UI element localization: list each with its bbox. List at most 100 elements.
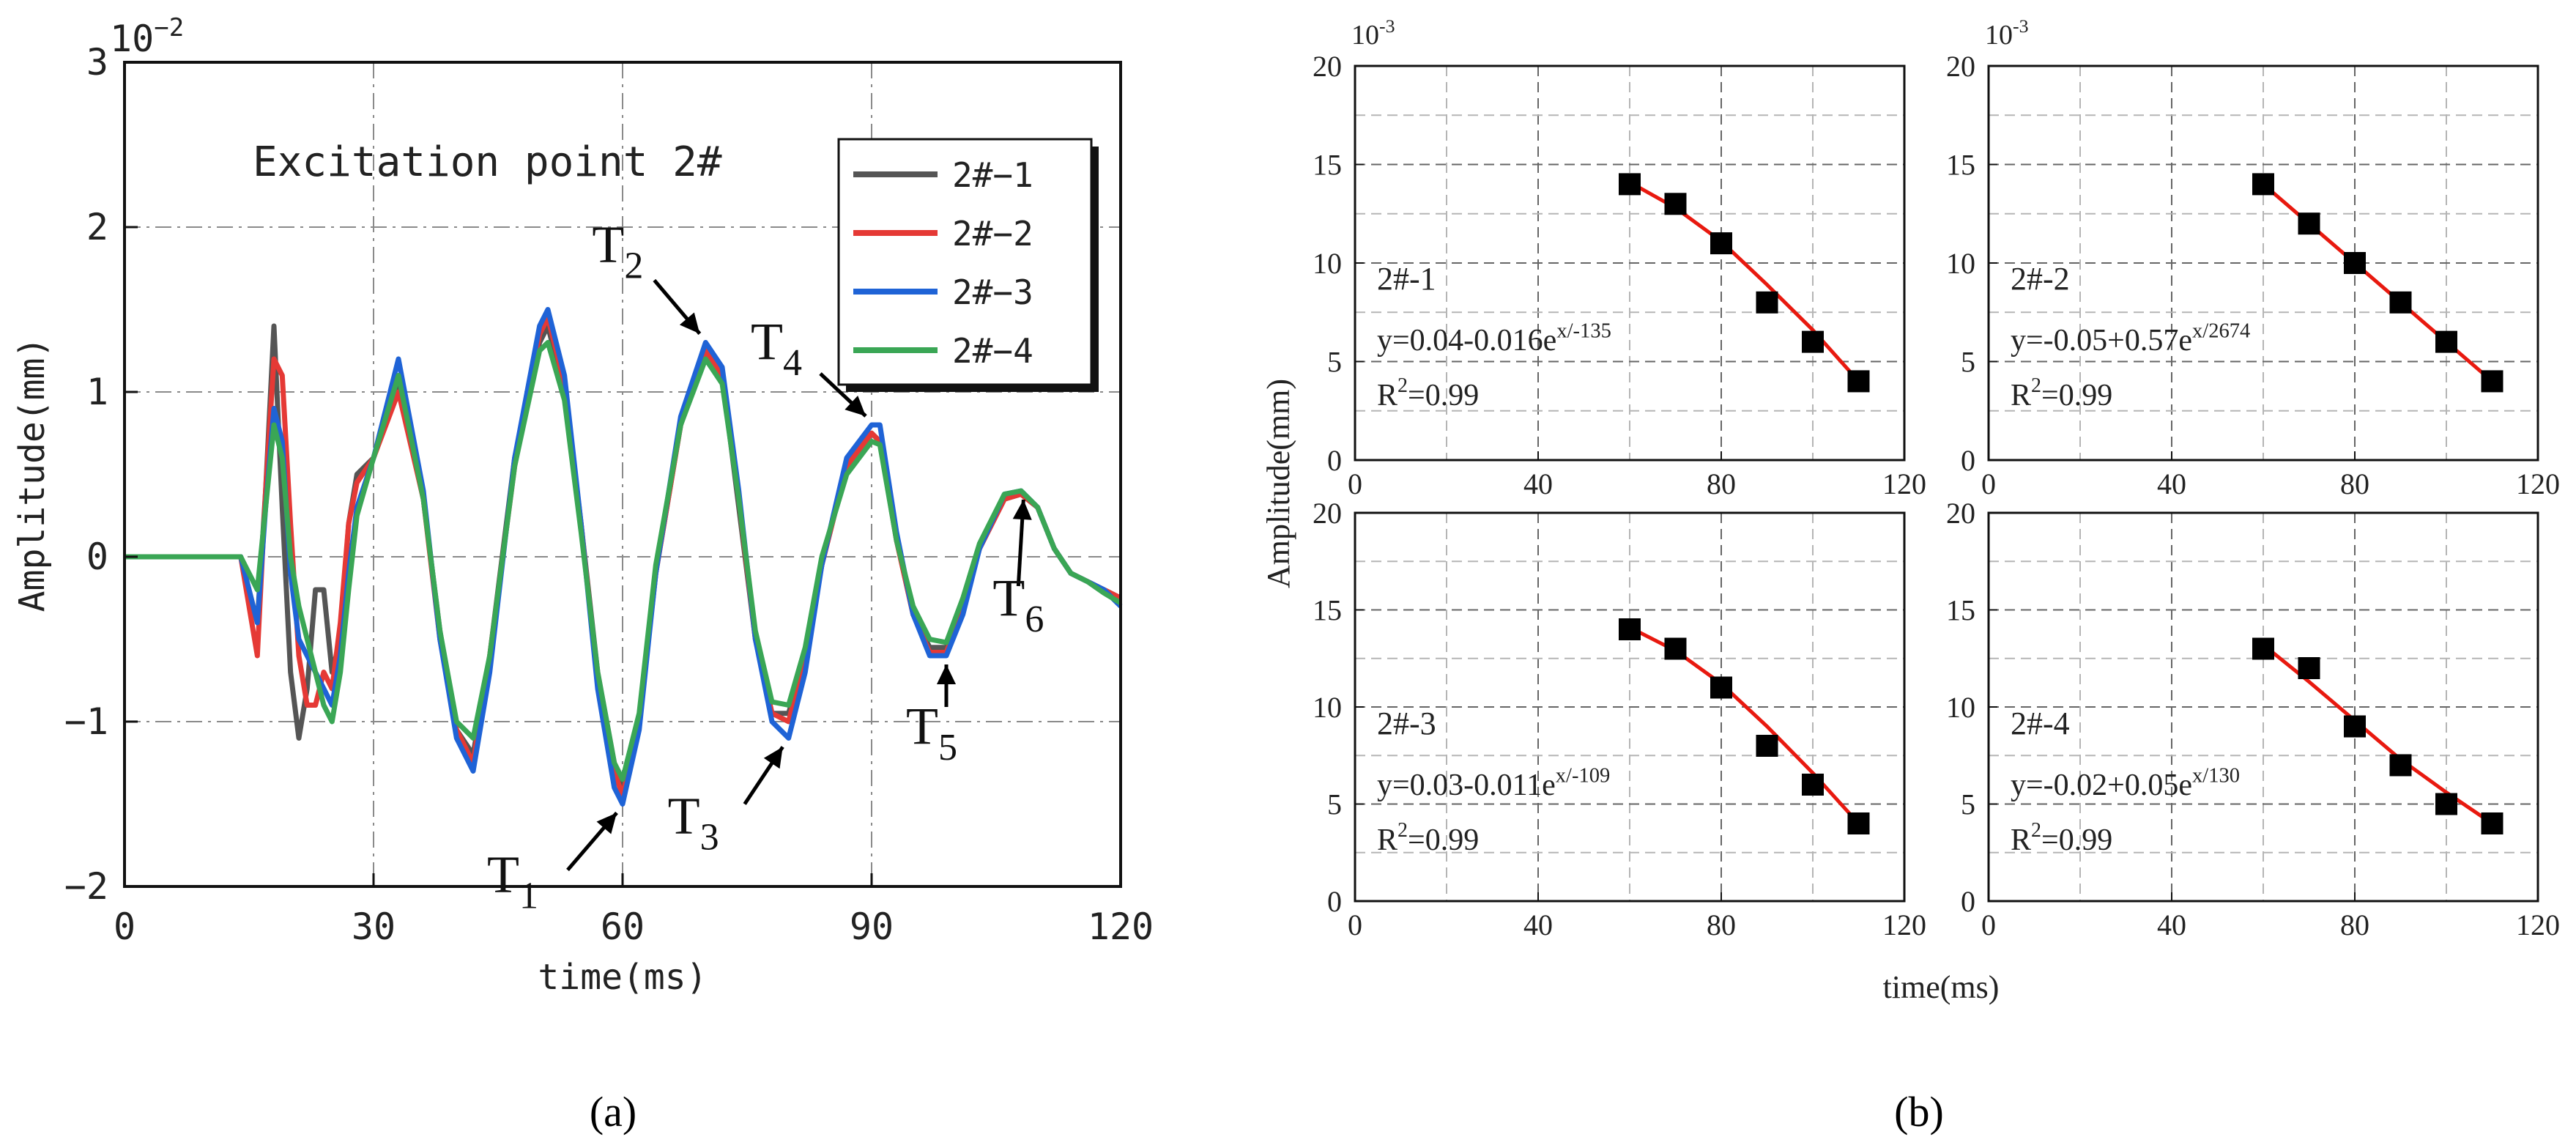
annotation-label-6: T6 [992, 569, 1044, 640]
r-squared: R2=0.99 [2011, 819, 2112, 857]
y-tick-label: 20 [1313, 497, 1342, 530]
x-tick-label: 120 [1882, 467, 1926, 500]
y-tick-label: 20 [1946, 50, 1975, 83]
y-tick-label: 5 [1961, 788, 1975, 821]
y-tick-label: 1 [86, 371, 108, 413]
data-point [1802, 774, 1824, 796]
x-tick-label: 80 [1707, 467, 1736, 500]
x-tick-label: 80 [2340, 908, 2369, 941]
y-tick-label: 3 [86, 41, 108, 84]
series-label: 2#-2 [2011, 261, 2070, 297]
y-tick-label: 10 [1946, 691, 1975, 724]
x-tick-label: 40 [2157, 467, 2186, 500]
x-tick-label: 40 [2157, 908, 2186, 941]
y-tick-label: 15 [1946, 149, 1975, 182]
annotation-label-3: T3 [668, 787, 719, 859]
panel-a: 0 30 60 90 120 −2 −1 0 1 2 3 time(ms) Amplitude(mm) 1… [12, 13, 1154, 998]
x-tick-label: 90 [850, 906, 894, 948]
y-scale-factor: 10-3 [1985, 15, 2029, 51]
x-tick-label: 0 [114, 906, 136, 948]
data-point [1619, 173, 1641, 196]
annotation-arrowhead-3 [763, 747, 783, 769]
y-tick-label: 5 [1327, 346, 1342, 379]
x-tick-label: 40 [1523, 908, 1553, 941]
x-tick-label: 30 [352, 906, 396, 948]
annotation-arrowhead-1 [596, 812, 617, 834]
series-line-4 [125, 340, 1122, 782]
r-squared: R2=0.99 [1377, 374, 1479, 412]
y-tick-label: −2 [64, 865, 108, 908]
y-tick-label: −1 [64, 700, 108, 743]
y-tick-label: 10 [1313, 247, 1342, 280]
data-point [2389, 754, 2412, 777]
y-scale-factor: 10-3 [1351, 15, 1395, 51]
data-point [1847, 370, 1870, 393]
data-point [1710, 232, 1732, 255]
x-tick-label: 80 [1707, 908, 1736, 941]
x-tick-label: 0 [1348, 467, 1362, 500]
legend-label-4: 2#−4 [952, 331, 1033, 371]
x-tick-label: 60 [601, 906, 645, 948]
data-point [2435, 330, 2457, 353]
data-point [1847, 812, 1870, 834]
annotation-label-2: T2 [592, 215, 643, 287]
y-tick-label: 2 [86, 206, 108, 248]
panel-b: 0 40 80 120 0 5 10 15 20 10-3 2#-1 y=0.04-0.016ex/-… [1261, 15, 2560, 1005]
y-tick-label: 0 [86, 536, 108, 578]
y-axis-label: Amplitude(mm) [1261, 379, 1296, 588]
r-squared: R2=0.99 [1377, 819, 1479, 857]
fit-equation: y=-0.02+0.05ex/130 [2011, 764, 2240, 802]
data-point [1802, 330, 1824, 353]
data-point [2344, 252, 2366, 274]
data-point [2252, 173, 2274, 196]
fit-equation: y=-0.05+0.57ex/2674 [2011, 319, 2250, 358]
legend-label-1: 2#−1 [952, 155, 1033, 195]
y-tick-label: 20 [1313, 50, 1342, 83]
annotation-label-1: T1 [487, 845, 538, 917]
subplot-1: 0 40 80 120 0 5 10 15 20 10-3 2#-1 y=0.04-0.016ex/-… [1313, 15, 1926, 500]
data-point [1756, 291, 1778, 314]
y-tick-label: 0 [1961, 885, 1975, 918]
panel-label-b: (b) [1894, 1088, 1944, 1136]
y-axis-label: Amplitude(mm) [12, 337, 53, 612]
data-point [2252, 637, 2274, 660]
annotation-arrowhead-4 [845, 396, 866, 416]
legend-box [837, 138, 1093, 386]
data-point [2344, 715, 2366, 738]
y-tick-label: 15 [1313, 594, 1342, 627]
data-point [2298, 657, 2320, 679]
data-point [2481, 812, 2503, 834]
y-tick-label: 0 [1961, 444, 1975, 477]
x-tick-label: 120 [2516, 467, 2560, 500]
data-point [1664, 193, 1687, 215]
data-point [2298, 212, 2320, 235]
annotation-arrowhead-6 [1012, 500, 1032, 520]
data-point [1710, 676, 1732, 699]
x-tick-label: 80 [2340, 467, 2369, 500]
annotation-label-5: T5 [906, 697, 957, 769]
x-axis-label: time(ms) [538, 957, 707, 998]
x-tick-label: 0 [1348, 908, 1362, 941]
x-tick-label: 120 [1882, 908, 1926, 941]
y-tick-label: 10 [1313, 691, 1342, 724]
chart-title: Excitation point 2# [253, 138, 722, 186]
annotation-arrowhead-5 [936, 664, 957, 685]
series-label: 2#-1 [1377, 261, 1436, 297]
series-label: 2#-3 [1377, 706, 1436, 741]
x-tick-label: 120 [1088, 906, 1154, 948]
annotation-label-4: T4 [751, 312, 802, 384]
subplot-3: 0 40 80 120 0 5 10 15 20 2#-3 y=0.03-0.011ex/-109 R… [1313, 497, 1926, 941]
series-label: 2#-4 [2011, 706, 2070, 741]
data-point [1756, 735, 1778, 757]
annotation-arrowhead-2 [679, 312, 700, 334]
data-point [1664, 637, 1687, 660]
data-point [2435, 793, 2457, 815]
x-tick-label: 120 [2516, 908, 2560, 941]
x-axis-label: time(ms) [1883, 969, 2000, 1005]
x-tick-label: 0 [1981, 467, 1996, 500]
data-point [2389, 291, 2412, 314]
x-tick-label: 0 [1981, 908, 1996, 941]
y-tick-label: 0 [1327, 885, 1342, 918]
y-scale-factor: 10−2 [110, 13, 184, 60]
